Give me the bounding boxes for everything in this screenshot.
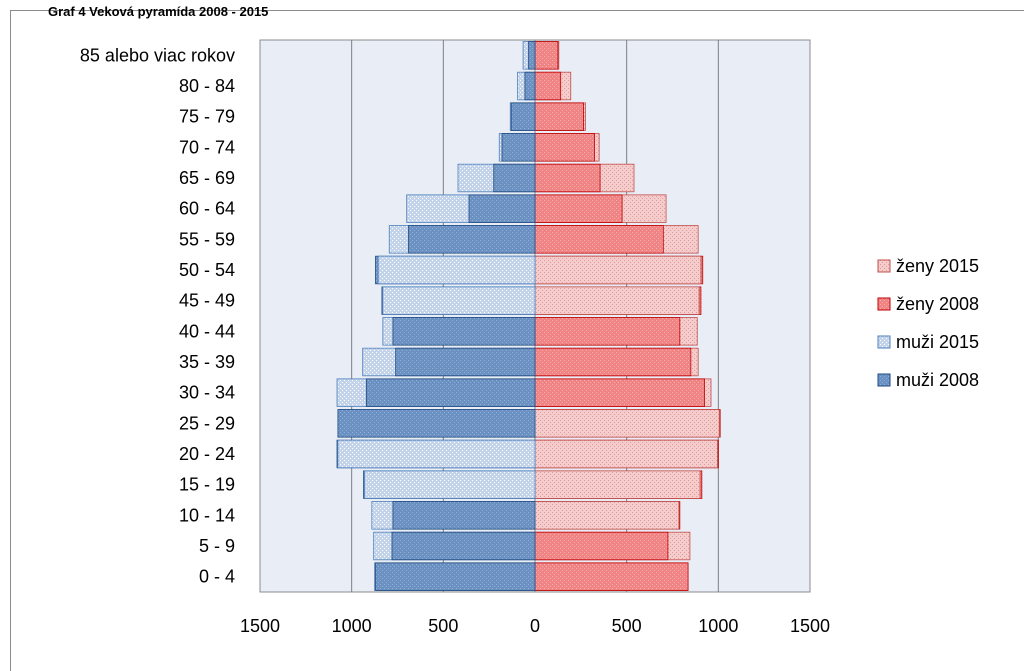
bar-zeny-2015 xyxy=(534,470,701,499)
category-label: 25 - 29 xyxy=(179,413,235,433)
category-label: 30 - 34 xyxy=(179,383,235,403)
bar-muzi-2008 xyxy=(524,71,536,101)
x-tick-label: 0 xyxy=(530,616,540,636)
legend-swatch xyxy=(877,297,891,311)
bar-muzi-2015 xyxy=(377,255,536,285)
bar-zeny-2015 xyxy=(534,255,702,285)
legend: ženy 2015 ženy 2008 muži 2015 muži 2008 xyxy=(877,256,979,390)
pyramid-chart: 85 alebo viac rokov 80 - 84 75 - 79 70 - 74… xyxy=(80,39,979,636)
x-tick-label: 1500 xyxy=(240,616,280,636)
category-label: 60 - 64 xyxy=(179,199,235,219)
bar-zeny-2015 xyxy=(534,286,700,315)
bar-muzi-2008 xyxy=(510,102,536,131)
bar-muzi-2008 xyxy=(501,133,536,162)
bar-zeny-2015 xyxy=(534,409,720,438)
bar-muzi-2008 xyxy=(395,347,536,377)
legend-swatch xyxy=(877,373,891,387)
x-tick-label: 1000 xyxy=(332,616,372,636)
bar-zeny-2008 xyxy=(534,225,664,254)
bar-muzi-2008 xyxy=(365,378,536,407)
legend-swatch xyxy=(877,335,891,349)
bar-zeny-2008 xyxy=(534,531,669,561)
category-label: 35 - 39 xyxy=(179,352,235,372)
bar-muzi-2008 xyxy=(391,531,536,561)
legend-label: ženy 2008 xyxy=(896,294,979,314)
bar-muzi-2008 xyxy=(337,409,536,438)
category-label: 15 - 19 xyxy=(179,475,235,495)
bar-zeny-2008 xyxy=(534,102,584,131)
chart-title: Graf 4 Veková pyramída 2008 - 2015 xyxy=(48,4,269,19)
x-tick-label: 1000 xyxy=(698,616,738,636)
category-label: 70 - 74 xyxy=(179,137,235,157)
bar-muzi-2008 xyxy=(392,317,536,346)
category-label: 45 - 49 xyxy=(179,291,235,311)
bar-muzi-2008 xyxy=(408,225,536,254)
legend-label: muži 2015 xyxy=(896,332,979,352)
bar-zeny-2015 xyxy=(534,501,680,530)
bar-zeny-2008 xyxy=(534,562,689,591)
category-label: 65 - 69 xyxy=(179,168,235,188)
category-label: 0 - 4 xyxy=(199,567,235,587)
bar-zeny-2008 xyxy=(534,194,623,223)
bar-muzi-2008 xyxy=(468,194,536,223)
category-label: 40 - 44 xyxy=(179,321,235,341)
bar-zeny-2008 xyxy=(534,163,601,193)
bar-muzi-2015 xyxy=(382,286,536,315)
bar-muzi-2008 xyxy=(375,562,536,591)
bar-muzi-2015 xyxy=(337,439,536,469)
bar-muzi-2008 xyxy=(392,501,536,530)
category-label: 85 alebo viac rokov xyxy=(80,45,235,65)
category-label: 10 - 14 xyxy=(179,505,235,525)
bar-zeny-2008 xyxy=(534,71,562,101)
bar-zeny-2008 xyxy=(534,41,559,70)
x-tick-label: 1500 xyxy=(790,616,830,636)
legend-label: ženy 2015 xyxy=(896,256,979,276)
x-tick-labels: 1500 1000 500 0 500 1000 1500 xyxy=(240,616,830,636)
category-label: 55 - 59 xyxy=(179,229,235,249)
legend-label: muži 2008 xyxy=(896,370,979,390)
bar-muzi-2008 xyxy=(528,41,536,70)
x-tick-label: 500 xyxy=(428,616,458,636)
bars xyxy=(336,41,721,591)
gridlines xyxy=(351,40,719,592)
category-label: 50 - 54 xyxy=(179,260,235,280)
category-label: 80 - 84 xyxy=(179,76,235,96)
category-label: 5 - 9 xyxy=(199,536,235,556)
chart-frame: Graf 4 Veková pyramída 2008 - 2015 xyxy=(10,4,1024,671)
bar-muzi-2015 xyxy=(364,470,536,499)
category-labels: 85 alebo viac rokov 80 - 84 75 - 79 70 - 74… xyxy=(80,45,235,586)
bar-muzi-2008 xyxy=(493,163,536,193)
category-label: 20 - 24 xyxy=(179,444,235,464)
bar-zeny-2008 xyxy=(534,378,705,407)
category-label: 75 - 79 xyxy=(179,107,235,127)
legend-swatch xyxy=(877,259,891,273)
bar-zeny-2008 xyxy=(534,133,595,162)
x-tick-label: 500 xyxy=(612,616,642,636)
bar-zeny-2008 xyxy=(534,317,681,346)
bar-zeny-2008 xyxy=(534,347,692,377)
bar-zeny-2015 xyxy=(534,439,718,469)
